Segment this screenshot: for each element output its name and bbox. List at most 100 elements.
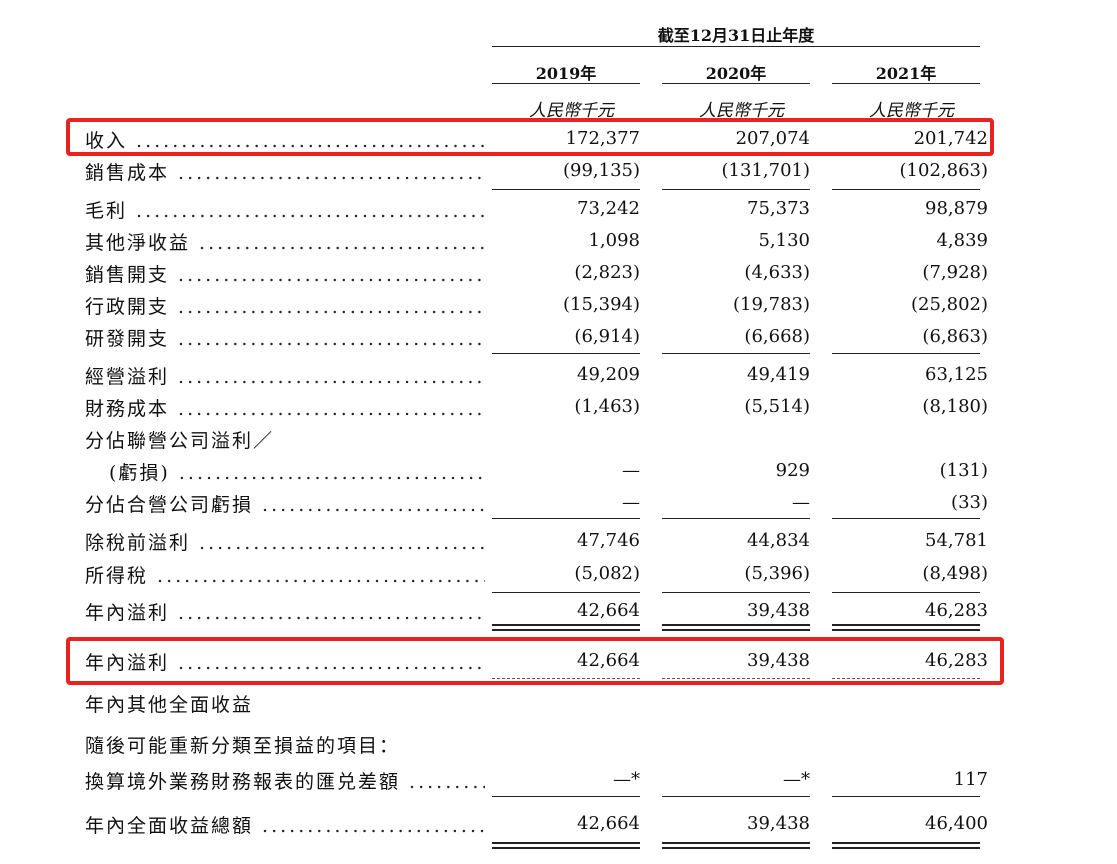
row-label: 財務成本 ...................................…	[85, 394, 485, 421]
row-value: 54,781	[925, 530, 988, 551]
row-value: 39,438	[747, 650, 810, 671]
row-value: 73,242	[577, 198, 640, 219]
row-value: 39,438	[747, 813, 810, 834]
leader-dots: ........................................…	[157, 565, 485, 587]
row-value: (5,514)	[744, 396, 810, 417]
total-double-rule	[662, 842, 810, 849]
leader-dots: ........................................…	[178, 366, 485, 388]
unit-label: 人民幣千元	[699, 101, 784, 121]
row-label-text: 毛利	[85, 200, 128, 222]
leader-dots: ........................................…	[199, 232, 485, 254]
row-value: (6,914)	[574, 326, 640, 347]
row-label-text: 經營溢利	[85, 366, 170, 388]
row-value: (19,783)	[732, 294, 810, 315]
row-value: (5,396)	[744, 563, 810, 584]
year-2020-header: 2020年	[705, 64, 767, 83]
row-label-text: 年內溢利	[85, 602, 170, 624]
row-label: 其他淨收益 ..................................…	[85, 228, 485, 255]
subtotal-rule	[832, 189, 980, 190]
row-label: 換算境外業務財務報表的匯兑差額 ........................…	[85, 767, 485, 794]
row-value: (6,863)	[922, 326, 988, 347]
row-value: 1,098	[588, 230, 640, 251]
row-value: 98,879	[925, 198, 988, 219]
row-label-text: 銷售成本	[85, 162, 170, 184]
row-value: 5,130	[758, 230, 810, 251]
row-label: 年內全面收益總額 ...............................…	[85, 811, 485, 838]
total-double-rule	[492, 842, 640, 849]
subtotal-rule	[492, 592, 640, 593]
leader-dots: ........................................…	[178, 328, 485, 350]
leader-dots: ........................................…	[409, 771, 485, 793]
row-value: (5,082)	[574, 563, 640, 584]
row-value: 63,125	[925, 364, 988, 385]
row-value: 207,074	[735, 128, 810, 149]
row-value: 4,839	[936, 230, 988, 251]
row-value: (8,180)	[922, 396, 988, 417]
subtotal-rule	[832, 796, 980, 797]
row-value: 172,377	[565, 128, 640, 149]
year-2021-header: 2021年	[875, 64, 937, 83]
leader-dots: ........................................…	[178, 602, 485, 624]
subtotal-rule	[832, 353, 980, 354]
row-label-text: 其他淨收益	[85, 232, 191, 254]
leader-dots: ........................................…	[136, 200, 485, 222]
row-value: (33)	[951, 492, 988, 513]
row-label-text: 所得稅	[85, 565, 149, 587]
row-label: 年內其他全面收益	[85, 690, 485, 717]
row-label-text: 行政開支	[85, 296, 170, 318]
row-value: (102,863)	[899, 160, 988, 181]
subtotal-rule	[492, 796, 640, 797]
unit-label: 人民幣千元	[529, 101, 614, 121]
row-value: (15,394)	[562, 294, 640, 315]
subtotal-rule	[662, 796, 810, 797]
row-label: (虧損) ...................................…	[109, 458, 485, 485]
row-label: 除稅前溢利 ..................................…	[85, 528, 485, 555]
leader-dots: ........................................…	[178, 162, 485, 184]
subtotal-rule	[492, 353, 640, 354]
row-value: 49,209	[577, 364, 640, 385]
row-value: (131)	[939, 460, 988, 481]
row-label: 年內溢利 ...................................…	[85, 648, 485, 675]
period-header: 截至12月31日止年度	[657, 26, 815, 45]
row-value: —	[622, 492, 640, 513]
subtotal-rule	[832, 518, 980, 519]
row-value: 46,400	[925, 813, 988, 834]
leader-dots: ........................................…	[178, 462, 485, 484]
total-double-rule	[832, 624, 980, 631]
total-double-rule	[832, 842, 980, 849]
row-value: 117	[953, 769, 988, 790]
row-value: —*	[783, 769, 810, 790]
row-label: 收入 .....................................…	[85, 126, 485, 153]
row-label-text: 財務成本	[85, 398, 170, 420]
row-label-text: 換算境外業務財務報表的匯兑差額	[85, 771, 401, 793]
year-rule	[492, 83, 640, 84]
row-value: (2,823)	[574, 262, 640, 283]
row-label-text: 分佔合營公司虧損	[85, 494, 254, 516]
row-value: (99,135)	[562, 160, 640, 181]
row-value: 44,834	[747, 530, 810, 551]
row-label-text: 收入	[85, 130, 128, 152]
row-value: 42,664	[577, 813, 640, 834]
row-label: 所得稅 ....................................…	[85, 561, 485, 588]
row-label: 研發開支 ...................................…	[85, 324, 485, 351]
row-value: —	[622, 460, 640, 481]
leader-dots: ........................................…	[136, 130, 485, 152]
row-label-text: 銷售開支	[85, 264, 170, 286]
dashed-rule	[492, 678, 640, 679]
row-value: (25,802)	[910, 294, 988, 315]
subtotal-rule	[492, 518, 640, 519]
leader-dots: ........................................…	[178, 652, 485, 674]
row-label: 隨後可能重新分類至損益的項目：	[85, 731, 485, 758]
row-value: 46,283	[925, 600, 988, 621]
row-value: 42,664	[577, 650, 640, 671]
row-value: (6,668)	[744, 326, 810, 347]
row-value: (8,498)	[922, 563, 988, 584]
row-value: —	[792, 492, 810, 513]
leader-dots: ........................................…	[199, 532, 485, 554]
subtotal-rule	[662, 353, 810, 354]
row-label-text: 研發開支	[85, 328, 170, 350]
year-rule	[662, 83, 810, 84]
row-label-text: 除稅前溢利	[85, 532, 191, 554]
row-value: 46,283	[925, 650, 988, 671]
row-label-text: 隨後可能重新分類至損益的項目：	[85, 735, 401, 757]
